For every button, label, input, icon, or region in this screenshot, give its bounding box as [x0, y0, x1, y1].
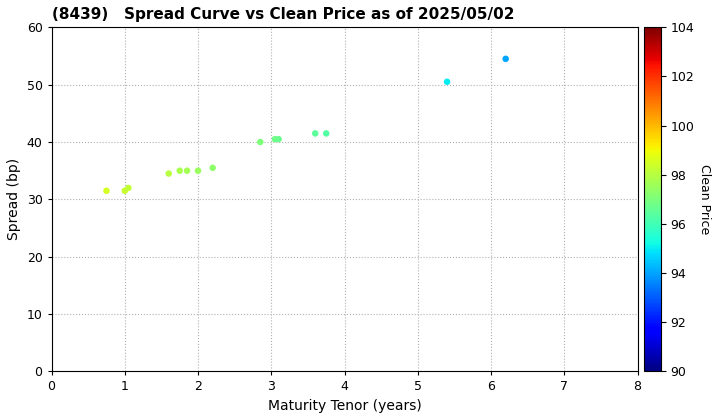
Point — [101, 187, 112, 194]
Point — [181, 167, 193, 174]
Point — [119, 187, 130, 194]
Y-axis label: Spread (bp): Spread (bp) — [7, 158, 21, 240]
Text: (8439)   Spread Curve vs Clean Price as of 2025/05/02: (8439) Spread Curve vs Clean Price as of… — [52, 7, 514, 22]
Point — [441, 79, 453, 85]
Point — [500, 55, 511, 62]
Point — [310, 130, 321, 137]
Point — [255, 139, 266, 145]
Point — [192, 167, 204, 174]
Point — [269, 136, 281, 142]
X-axis label: Maturity Tenor (years): Maturity Tenor (years) — [268, 399, 421, 413]
Point — [174, 167, 186, 174]
Point — [122, 184, 134, 191]
Point — [207, 165, 218, 171]
Y-axis label: Clean Price: Clean Price — [698, 164, 711, 234]
Point — [163, 170, 174, 177]
Point — [320, 130, 332, 137]
Point — [273, 136, 284, 142]
